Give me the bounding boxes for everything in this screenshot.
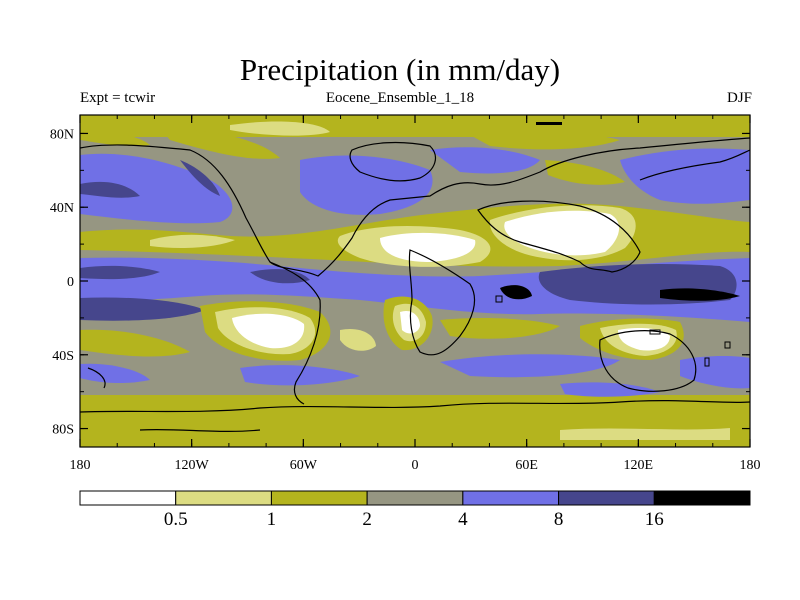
colorbar-label: 8 <box>554 509 564 530</box>
precipitation-field <box>80 115 750 447</box>
x-tick-label: 180 <box>70 458 91 473</box>
coastlines <box>80 137 750 433</box>
colorbar-swatch <box>270 490 368 506</box>
colorbar: 0.5 1 2 4 8 16 <box>79 490 751 530</box>
map-axes: 180 120W 60W 0 60E 120E 180 80N 40N 0 40S 80S <box>50 115 761 473</box>
colorbar-swatch <box>558 490 655 506</box>
y-tick-label: 0 <box>67 275 74 290</box>
colorbar-label: 2 <box>362 509 372 530</box>
season-label: DJF <box>726 90 752 106</box>
y-tick-label: 80S <box>52 423 74 438</box>
x-tick-label: 60W <box>290 458 318 473</box>
colorbar-label: 16 <box>645 509 664 530</box>
map-title: Precipitation (in mm/day) <box>239 52 561 87</box>
x-tick-label: 0 <box>412 458 419 473</box>
colorbar-label: 4 <box>458 509 468 530</box>
colorbar-label: 1 <box>267 509 277 530</box>
x-tick-label: 120W <box>175 458 210 473</box>
x-tick-label: 120E <box>624 458 654 473</box>
colorbar-swatch <box>366 490 464 506</box>
colorbar-swatch <box>462 490 560 506</box>
x-tick-label: 60E <box>515 458 538 473</box>
colorbar-swatch <box>175 490 272 506</box>
y-tick-label: 40N <box>50 201 74 216</box>
colorbar-label: 0.5 <box>164 509 188 530</box>
y-tick-label: 80N <box>50 127 74 142</box>
x-tick-label: 180 <box>740 458 761 473</box>
colorbar-swatch <box>653 490 751 506</box>
islands <box>495 122 731 367</box>
ensemble-label: Eocene_Ensemble_1_18 <box>325 90 475 106</box>
y-tick-label: 40S <box>52 349 74 364</box>
experiment-label: Expt = tcwir <box>80 90 156 106</box>
colorbar-swatch <box>79 490 177 506</box>
